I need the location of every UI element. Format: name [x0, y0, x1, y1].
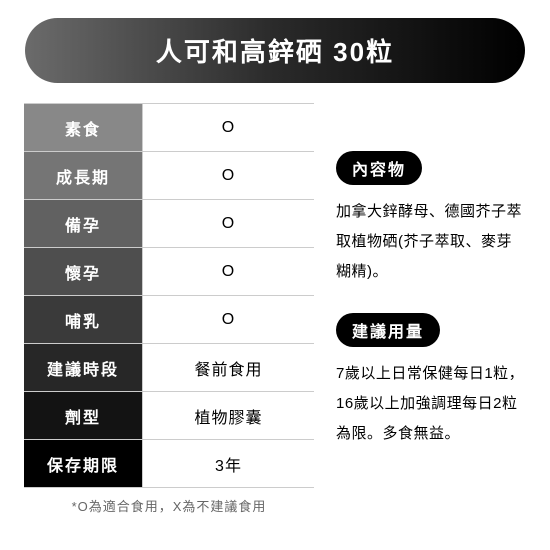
- table-row: 保存期限3年: [24, 440, 314, 488]
- row-label: 備孕: [24, 200, 142, 247]
- table-row: 素食O: [24, 104, 314, 152]
- section-body: 加拿大鋅酵母、德國芥子萃取植物硒(芥子萃取、麥芽糊精)。: [336, 197, 526, 287]
- section-heading: 內容物: [336, 151, 422, 185]
- table-footnote: *O為適合食用，X為不建議食用: [24, 496, 314, 515]
- info-table: 素食O成長期O備孕O懷孕O哺乳O建議時段餐前食用劑型植物膠囊保存期限3年: [24, 103, 314, 488]
- row-label: 劑型: [24, 392, 142, 439]
- table-row: 懷孕O: [24, 248, 314, 296]
- row-value: O: [142, 200, 314, 247]
- product-title: 人可和高鋅硒 30粒: [25, 18, 525, 83]
- row-label: 成長期: [24, 152, 142, 199]
- section-heading: 建議用量: [336, 313, 440, 347]
- row-value: O: [142, 152, 314, 199]
- table-row: 成長期O: [24, 152, 314, 200]
- row-label: 懷孕: [24, 248, 142, 295]
- side-panel: 內容物加拿大鋅酵母、德國芥子萃取植物硒(芥子萃取、麥芽糊精)。建議用量 7歲以上日…: [336, 103, 526, 515]
- row-value: O: [142, 248, 314, 295]
- table-row: 備孕O: [24, 200, 314, 248]
- row-value: O: [142, 104, 314, 151]
- row-value: O: [142, 296, 314, 343]
- table-row: 建議時段餐前食用: [24, 344, 314, 392]
- content-area: 素食O成長期O備孕O懷孕O哺乳O建議時段餐前食用劑型植物膠囊保存期限3年 *O為…: [20, 103, 530, 515]
- section-body: 7歲以上日常保健每日1粒，16歲以上加強調理每日2粒為限。多食無益。: [336, 359, 526, 449]
- table-row: 劑型植物膠囊: [24, 392, 314, 440]
- row-label: 哺乳: [24, 296, 142, 343]
- row-value: 植物膠囊: [142, 392, 314, 439]
- row-label: 保存期限: [24, 440, 142, 487]
- row-label: 素食: [24, 104, 142, 151]
- row-label: 建議時段: [24, 344, 142, 391]
- row-value: 3年: [142, 440, 314, 487]
- row-value: 餐前食用: [142, 344, 314, 391]
- table-row: 哺乳O: [24, 296, 314, 344]
